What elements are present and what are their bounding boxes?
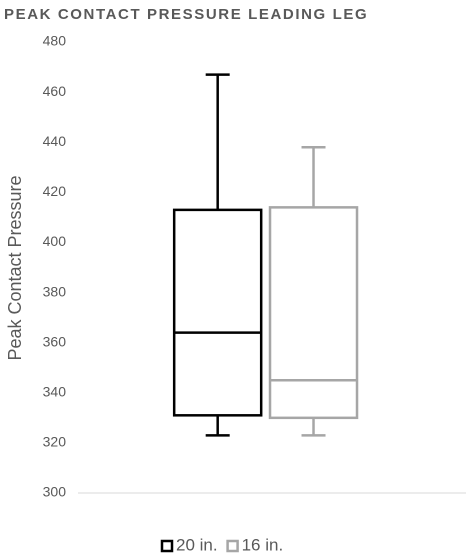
y-tick-label: 320 <box>43 434 67 450</box>
legend-marker <box>226 539 239 553</box>
y-axis-label: Peak Contact Pressure <box>5 175 25 360</box>
legend-label: 16 in. <box>242 535 284 554</box>
y-tick-label: 420 <box>43 183 67 199</box>
y-tick-label: 300 <box>43 484 67 500</box>
y-tick-label: 480 <box>43 33 67 49</box>
legend-marker <box>160 539 174 553</box>
y-tick-label: 380 <box>43 283 67 299</box>
chart-title: PEAK CONTACT PRESSURE LEADING LEG <box>4 6 368 23</box>
y-tick-label: 400 <box>43 233 67 249</box>
y-tick-label: 340 <box>43 383 67 399</box>
y-tick-label: 440 <box>43 133 67 149</box>
legend-label: 20 in. <box>176 535 218 554</box>
y-tick-label: 460 <box>43 83 67 99</box>
y-tick-label: 360 <box>43 333 67 349</box>
box <box>172 208 263 417</box>
box <box>268 206 359 420</box>
